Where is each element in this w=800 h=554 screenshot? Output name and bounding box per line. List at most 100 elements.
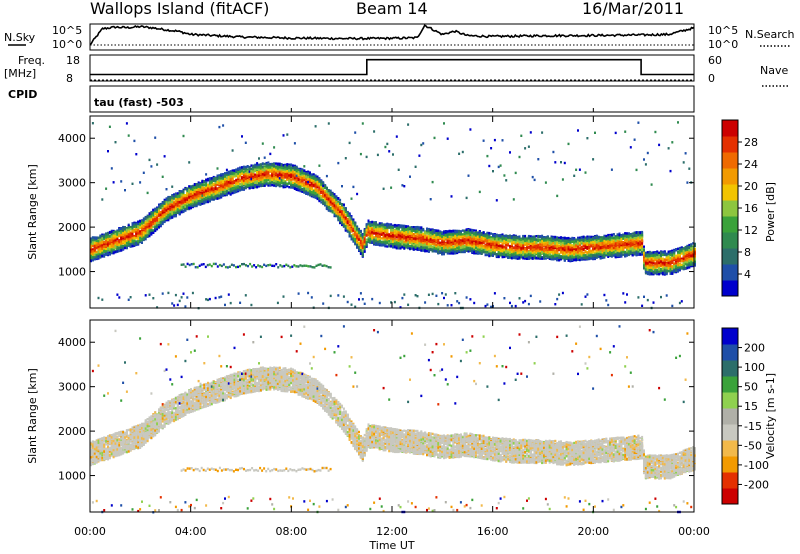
echo-cell	[207, 193, 209, 195]
echo-cell	[194, 191, 196, 193]
echo-cell	[286, 170, 288, 172]
echo-cell	[286, 176, 288, 178]
echo-cell	[115, 251, 117, 253]
echo-cell	[107, 248, 109, 250]
echo-cell	[290, 164, 292, 166]
echo-cell-near	[175, 294, 177, 296]
echo-cell	[266, 165, 268, 167]
echo-cell	[162, 212, 164, 214]
echo-cell	[200, 186, 202, 188]
echo-cell	[301, 170, 303, 172]
echo-cell	[118, 247, 120, 249]
echo-cell	[315, 193, 317, 195]
echo-cell	[152, 223, 154, 225]
echo-cell	[92, 250, 94, 252]
echo-cell	[245, 170, 247, 172]
echo-cell-sparse	[218, 126, 220, 128]
echo-cell	[266, 176, 268, 178]
echo-cell	[179, 205, 181, 207]
echo-cell	[218, 192, 220, 194]
echo-cell	[98, 251, 100, 253]
echo-cell	[294, 183, 296, 185]
echo-cell	[230, 191, 232, 193]
echo-cell	[220, 195, 222, 197]
echo-cell	[158, 219, 160, 221]
echo-cell	[288, 180, 290, 182]
echo-cell	[228, 184, 230, 186]
echo-cell	[186, 207, 188, 209]
echo-cell	[124, 231, 126, 233]
echo-cell	[130, 232, 132, 234]
echo-cell	[124, 247, 126, 249]
echo-cell	[132, 223, 134, 225]
echo-cell	[98, 256, 100, 258]
echo-cell	[320, 201, 322, 203]
echo-cell	[175, 200, 177, 202]
echo-cell	[154, 230, 156, 232]
echo-cell	[324, 185, 326, 187]
echo-cell	[307, 188, 309, 190]
echo-cell	[132, 245, 134, 247]
echo-cell	[292, 167, 294, 169]
echo-cell	[175, 212, 177, 214]
echo-cell-near	[224, 304, 226, 306]
echo-cell	[98, 240, 100, 242]
echo-cell	[234, 180, 236, 182]
echo-cell	[175, 194, 177, 196]
echo-cell	[203, 201, 205, 203]
echo-cell	[200, 182, 202, 184]
echo-cell	[200, 195, 202, 197]
echo-cell	[201, 199, 203, 201]
echo-cell	[311, 183, 313, 185]
echo-cell	[103, 241, 105, 243]
echo-cell	[103, 246, 105, 248]
echo-cell	[283, 167, 285, 169]
echo-cell	[160, 221, 162, 223]
echo-cell	[196, 196, 198, 198]
echo-cell	[243, 171, 245, 173]
echo-cell	[235, 191, 237, 193]
echo-cell	[217, 195, 219, 197]
echo-cell	[326, 208, 328, 210]
echo-cell	[232, 182, 234, 184]
echo-cell	[124, 235, 126, 237]
echo-cell	[156, 217, 158, 219]
echo-cell	[118, 243, 120, 245]
echo-cell	[190, 190, 192, 192]
echo-cell	[126, 239, 128, 241]
echo-cell	[260, 184, 262, 186]
echo-cell	[275, 169, 277, 171]
echo-cell	[326, 194, 328, 196]
echo-cell	[260, 167, 262, 169]
echo-cell	[196, 185, 198, 187]
echo-cell	[247, 181, 249, 183]
echo-cell	[309, 181, 311, 183]
echo-cell-near	[118, 296, 120, 298]
echo-cell	[294, 171, 296, 173]
echo-cell	[239, 167, 241, 169]
echo-cell	[307, 193, 309, 195]
echo-cell	[250, 183, 252, 185]
echo-cell	[186, 195, 188, 197]
echo-cell	[198, 184, 200, 186]
echo-cell	[279, 184, 281, 186]
echo-cell	[169, 217, 171, 219]
echo-cell	[264, 179, 266, 181]
echo-cell	[173, 212, 175, 214]
echo-cell-sparse	[307, 181, 309, 183]
echo-cell	[247, 171, 249, 173]
echo-cell	[217, 178, 219, 180]
echo-cell	[194, 197, 196, 199]
echo-cell	[283, 186, 285, 188]
echo-cell	[137, 221, 139, 223]
echo-cell	[130, 235, 132, 237]
echo-cell	[201, 181, 203, 183]
echo-cell	[258, 179, 260, 181]
echo-cell	[128, 244, 130, 246]
echo-cell	[132, 233, 134, 235]
echo-cell	[113, 231, 115, 233]
echo-cell-sparse	[162, 176, 164, 178]
echo-cell	[326, 191, 328, 193]
echo-cell	[196, 183, 198, 185]
echo-cell-sparse	[232, 149, 234, 151]
